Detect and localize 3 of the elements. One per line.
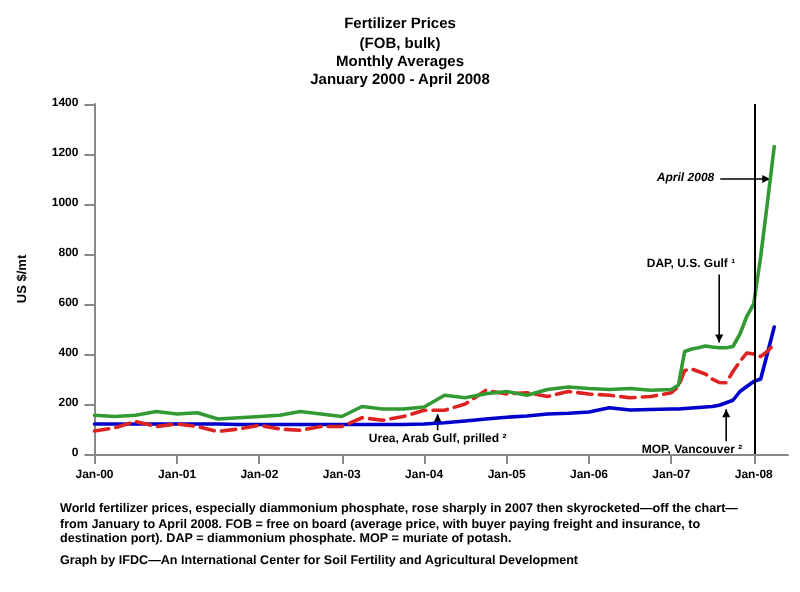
line-series <box>92 325 777 427</box>
line-series <box>92 144 777 421</box>
line-series <box>92 342 777 434</box>
